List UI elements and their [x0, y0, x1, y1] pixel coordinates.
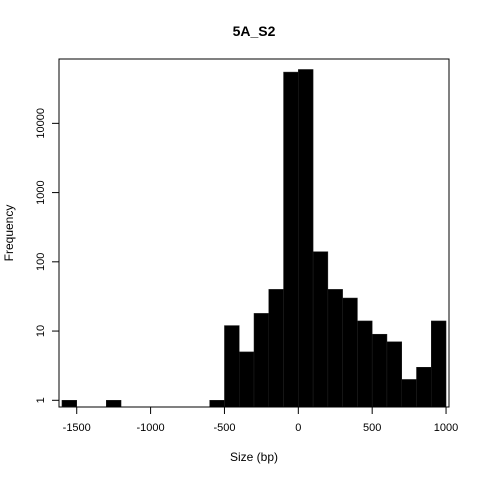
- histogram-bar: [224, 325, 240, 408]
- histogram-bar: [371, 333, 388, 408]
- y-tick-label: 10000: [35, 108, 47, 139]
- histogram-bar: [268, 289, 284, 408]
- histogram-bar: [298, 69, 314, 408]
- histogram-bar: [238, 351, 255, 408]
- histogram-bar: [327, 289, 343, 408]
- histogram-bar: [209, 400, 225, 408]
- histogram-bar: [106, 400, 122, 408]
- y-tick-label: 100: [35, 253, 47, 271]
- y-axis: 1 10 100 1000 10000: [35, 108, 60, 403]
- histogram-bar: [431, 320, 447, 408]
- x-tick-label: 500: [363, 422, 381, 434]
- chart-title: 5A_S2: [233, 23, 276, 39]
- histogram-bar: [61, 400, 77, 408]
- histogram-bar: [416, 367, 432, 408]
- histogram-bar: [253, 313, 270, 408]
- x-tick-label: -1500: [63, 422, 91, 434]
- x-tick-label: -1000: [137, 422, 165, 434]
- histogram-bar: [401, 379, 417, 408]
- histogram-bar: [386, 341, 402, 408]
- x-axis: -1500 -1000 -500 0 500 1000: [63, 406, 458, 434]
- y-tick-label: 1000: [35, 180, 47, 204]
- histogram-bar: [312, 251, 329, 408]
- bars-group: [61, 69, 447, 408]
- histogram-bar: [283, 71, 299, 408]
- x-axis-label: Size (bp): [230, 450, 278, 464]
- x-tick-label: 1000: [434, 422, 458, 434]
- y-tick-label: 1: [35, 397, 47, 403]
- x-tick-label: 0: [295, 422, 301, 434]
- x-tick-label: -500: [213, 422, 235, 434]
- histogram-bar: [342, 297, 358, 408]
- y-tick-label: 10: [35, 325, 47, 337]
- histogram-bar: [357, 320, 373, 408]
- y-axis-label: Frequency: [2, 205, 16, 262]
